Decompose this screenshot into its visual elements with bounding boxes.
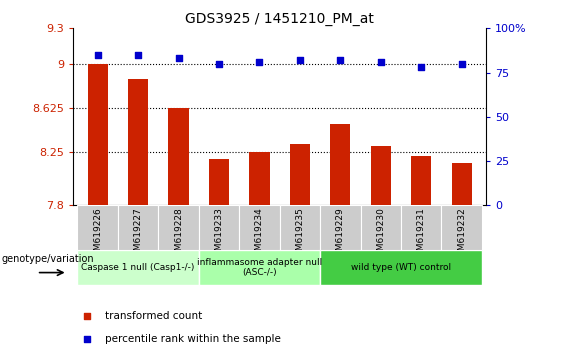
Point [295,57,305,63]
Text: Caspase 1 null (Casp1-/-): Caspase 1 null (Casp1-/-) [81,263,195,272]
Text: GSM619230: GSM619230 [376,207,385,262]
Bar [360,205,401,250]
Bar [249,152,270,205]
Point [215,61,224,67]
Text: GSM619226: GSM619226 [93,207,102,262]
Bar [320,205,360,250]
Bar [77,250,199,285]
Text: GSM619229: GSM619229 [336,207,345,262]
Bar [280,205,320,250]
Text: percentile rank within the sample: percentile rank within the sample [105,334,281,344]
Text: GSM619227: GSM619227 [134,207,142,262]
Point [418,11,427,17]
Bar [118,205,158,250]
Bar [451,163,472,205]
Text: GSM619232: GSM619232 [457,207,466,262]
Bar [330,124,350,205]
Text: GSM619233: GSM619233 [215,207,224,262]
Bar [199,250,320,285]
Point [416,64,425,70]
Title: GDS3925 / 1451210_PM_at: GDS3925 / 1451210_PM_at [185,12,374,26]
Text: inflammasome adapter null
(ASC-/-): inflammasome adapter null (ASC-/-) [197,258,322,277]
Bar [441,205,482,250]
Bar [88,64,108,205]
Text: GSM619235: GSM619235 [295,207,305,262]
Point [255,59,264,65]
Bar [199,205,239,250]
Point [336,57,345,63]
Bar [209,159,229,205]
Point [457,61,466,67]
Text: genotype/variation: genotype/variation [2,255,94,264]
Bar [320,250,482,285]
Bar [128,79,148,205]
Text: transformed count: transformed count [105,311,202,321]
Text: GSM619231: GSM619231 [417,207,425,262]
Bar [158,205,199,250]
Bar [411,156,431,205]
Point [418,220,427,226]
Bar [371,146,391,205]
Text: GSM619228: GSM619228 [174,207,183,262]
Bar [168,108,189,205]
Point [93,52,102,58]
Bar [77,205,118,250]
Bar [401,205,441,250]
Text: GSM619234: GSM619234 [255,207,264,262]
Bar [290,144,310,205]
Point [376,59,385,65]
Text: wild type (WT) control: wild type (WT) control [351,263,451,272]
Bar [239,205,280,250]
Point [134,52,143,58]
Point [174,56,183,61]
